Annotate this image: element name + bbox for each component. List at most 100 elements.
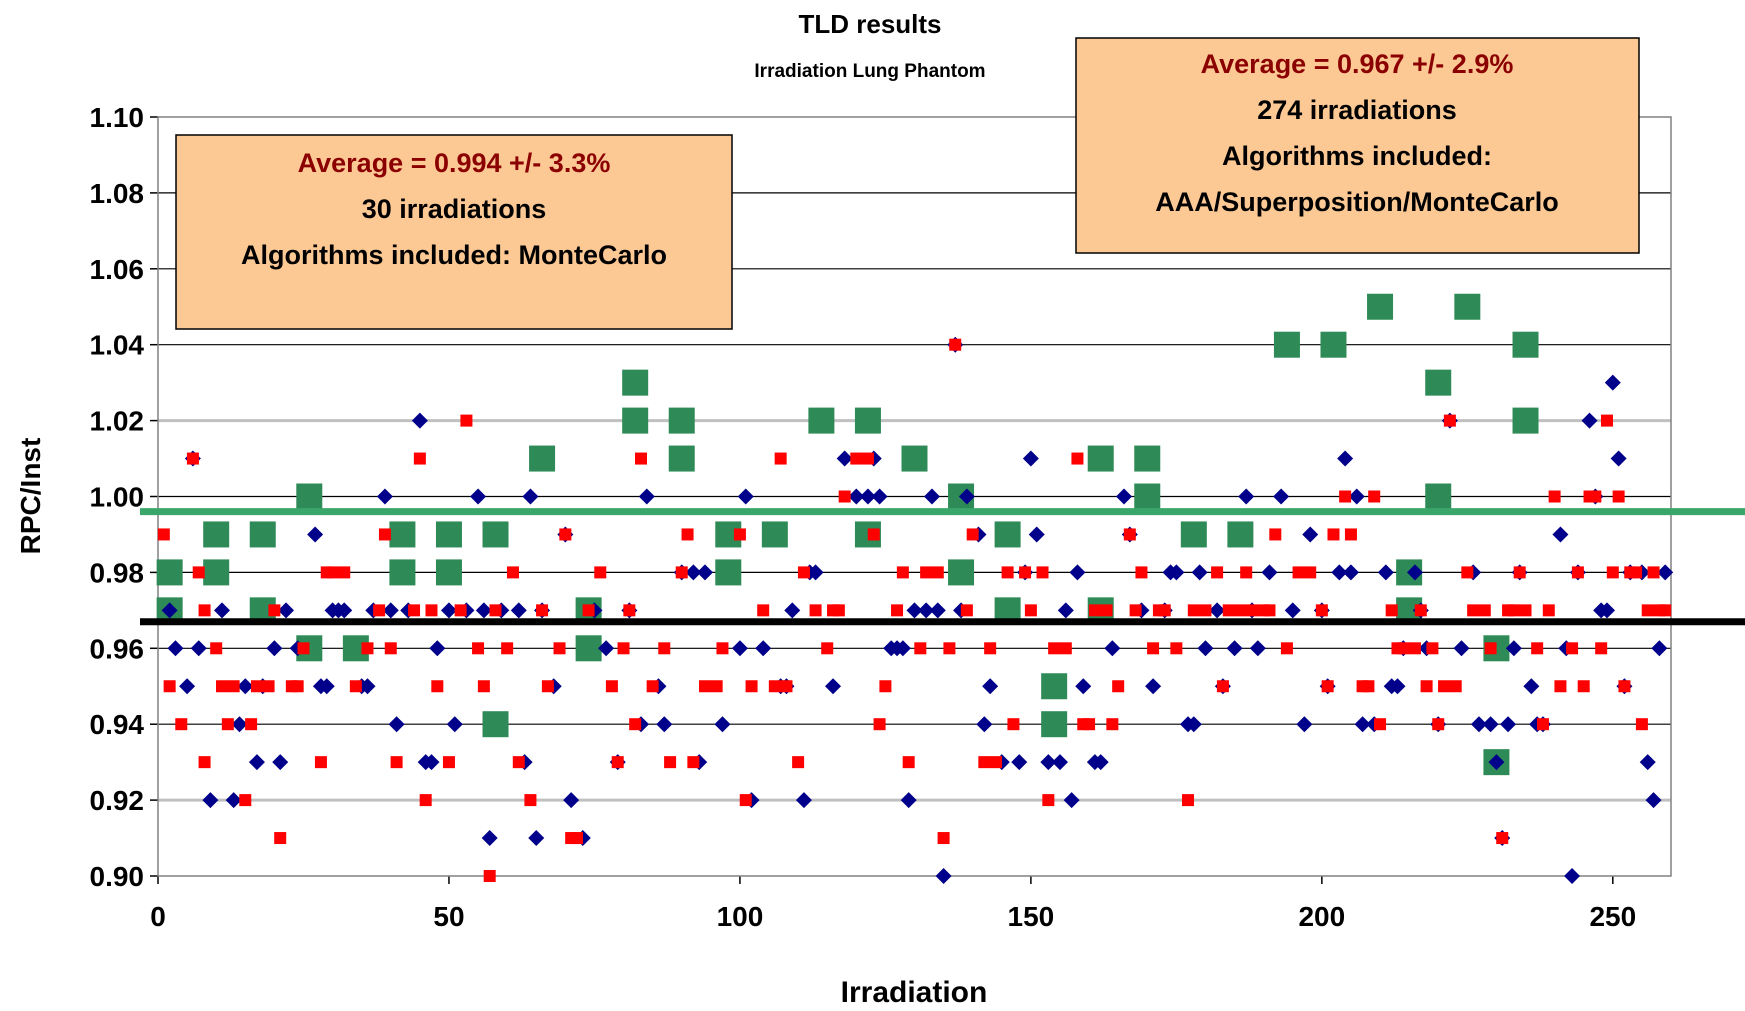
data-point-diamond — [1657, 564, 1674, 581]
data-point-square — [1397, 642, 1410, 655]
data-point-square — [361, 642, 374, 655]
data-point-square — [920, 566, 933, 579]
data-point-diamond — [1284, 602, 1301, 619]
data-point-square — [216, 680, 229, 693]
data-point-square — [1100, 604, 1113, 617]
data-point-square — [524, 794, 537, 807]
data-point-square — [966, 528, 979, 541]
data-point-square — [960, 604, 973, 617]
data-point-square — [1315, 604, 1328, 617]
data-point-diamond — [1191, 564, 1208, 581]
data-point-diamond — [1331, 564, 1348, 581]
data-point-square — [716, 642, 729, 655]
data-point-square — [1222, 604, 1235, 617]
x-axis-label: Irradiation — [841, 976, 988, 1009]
data-point-large-square — [948, 559, 975, 586]
data-point-diamond — [1011, 754, 1028, 771]
data-point-square — [1182, 794, 1195, 807]
data-point-diamond — [1273, 488, 1290, 505]
y-tick-label: 0.94 — [90, 709, 145, 740]
data-point-diamond — [1552, 526, 1569, 543]
data-point-square — [1059, 642, 1072, 655]
data-point-large-square — [1512, 331, 1539, 358]
data-point-diamond — [1028, 526, 1045, 543]
data-point-diamond — [918, 602, 935, 619]
data-point-diamond — [1249, 640, 1266, 657]
data-point-diamond — [697, 564, 714, 581]
data-point-square — [1106, 718, 1119, 731]
data-point-diamond — [266, 640, 283, 657]
data-point-large-square — [622, 407, 649, 434]
data-point-diamond — [1022, 450, 1039, 467]
data-point-square — [739, 794, 752, 807]
data-point-diamond — [982, 678, 999, 695]
data-point-diamond — [1226, 640, 1243, 657]
data-point-square — [1374, 718, 1387, 731]
data-point-square — [250, 680, 263, 693]
data-point-square — [1048, 642, 1061, 655]
data-point-diamond — [1639, 754, 1656, 771]
data-point-large-square — [1087, 445, 1114, 472]
data-point-large-square — [1134, 483, 1161, 510]
y-tick-label: 1.00 — [90, 482, 145, 513]
data-point-square — [483, 870, 496, 882]
data-point-diamond — [929, 602, 946, 619]
data-point-square — [506, 566, 519, 579]
data-point-square — [1467, 604, 1480, 617]
data-point-diamond — [376, 488, 393, 505]
data-point-diamond — [1296, 716, 1313, 733]
annotation-box-montecarlo-bg — [175, 134, 733, 330]
data-point-square — [1519, 604, 1532, 617]
data-point-diamond — [423, 754, 440, 771]
data-point-diamond — [1354, 716, 1371, 733]
data-point-large-square — [901, 445, 928, 472]
data-point-diamond — [906, 602, 923, 619]
data-point-square — [792, 756, 805, 769]
data-point-diamond — [1069, 564, 1086, 581]
data-point-square — [1263, 604, 1276, 617]
data-point-square — [797, 566, 810, 579]
data-point-square — [460, 414, 473, 427]
annotation-montecarlo-algorithms: Algorithms included: MonteCarlo — [241, 240, 667, 270]
data-point-square — [1618, 680, 1631, 693]
data-point-diamond — [900, 792, 917, 809]
data-point-square — [1170, 642, 1183, 655]
data-point-square — [768, 680, 781, 693]
data-point-large-square — [668, 445, 695, 472]
data-point-large-square — [854, 407, 881, 434]
data-point-diamond — [225, 792, 242, 809]
data-point-square — [1240, 566, 1253, 579]
data-point-square — [1571, 566, 1584, 579]
data-point-diamond — [510, 602, 527, 619]
data-point-square — [570, 832, 583, 845]
data-point-square — [442, 756, 455, 769]
data-point-diamond — [1051, 754, 1068, 771]
data-point-square — [431, 680, 444, 693]
data-point-diamond — [714, 716, 731, 733]
data-point-diamond — [1342, 564, 1359, 581]
data-point-large-square — [482, 521, 509, 548]
data-point-square — [338, 566, 351, 579]
data-point-large-square — [435, 559, 462, 586]
data-point-square — [1600, 414, 1613, 427]
data-point-square — [239, 794, 252, 807]
data-point-large-square — [1227, 521, 1254, 548]
data-point-diamond — [522, 488, 539, 505]
plot-area — [157, 116, 1672, 877]
data-point-diamond — [1197, 640, 1214, 657]
data-point-square — [314, 756, 327, 769]
data-point-square — [157, 528, 170, 541]
data-point-large-square — [668, 407, 695, 434]
data-point-diamond — [231, 716, 248, 733]
data-point-diamond — [836, 450, 853, 467]
data-point-square — [745, 680, 758, 693]
data-point-square — [245, 718, 258, 731]
data-point-square — [1292, 566, 1305, 579]
data-point-diamond — [795, 792, 812, 809]
data-point-square — [1344, 528, 1357, 541]
series-layer — [156, 293, 1674, 884]
data-point-square — [757, 604, 770, 617]
data-point-large-square — [1320, 331, 1347, 358]
data-point-diamond — [935, 868, 952, 884]
data-point-large-square — [1454, 293, 1481, 320]
